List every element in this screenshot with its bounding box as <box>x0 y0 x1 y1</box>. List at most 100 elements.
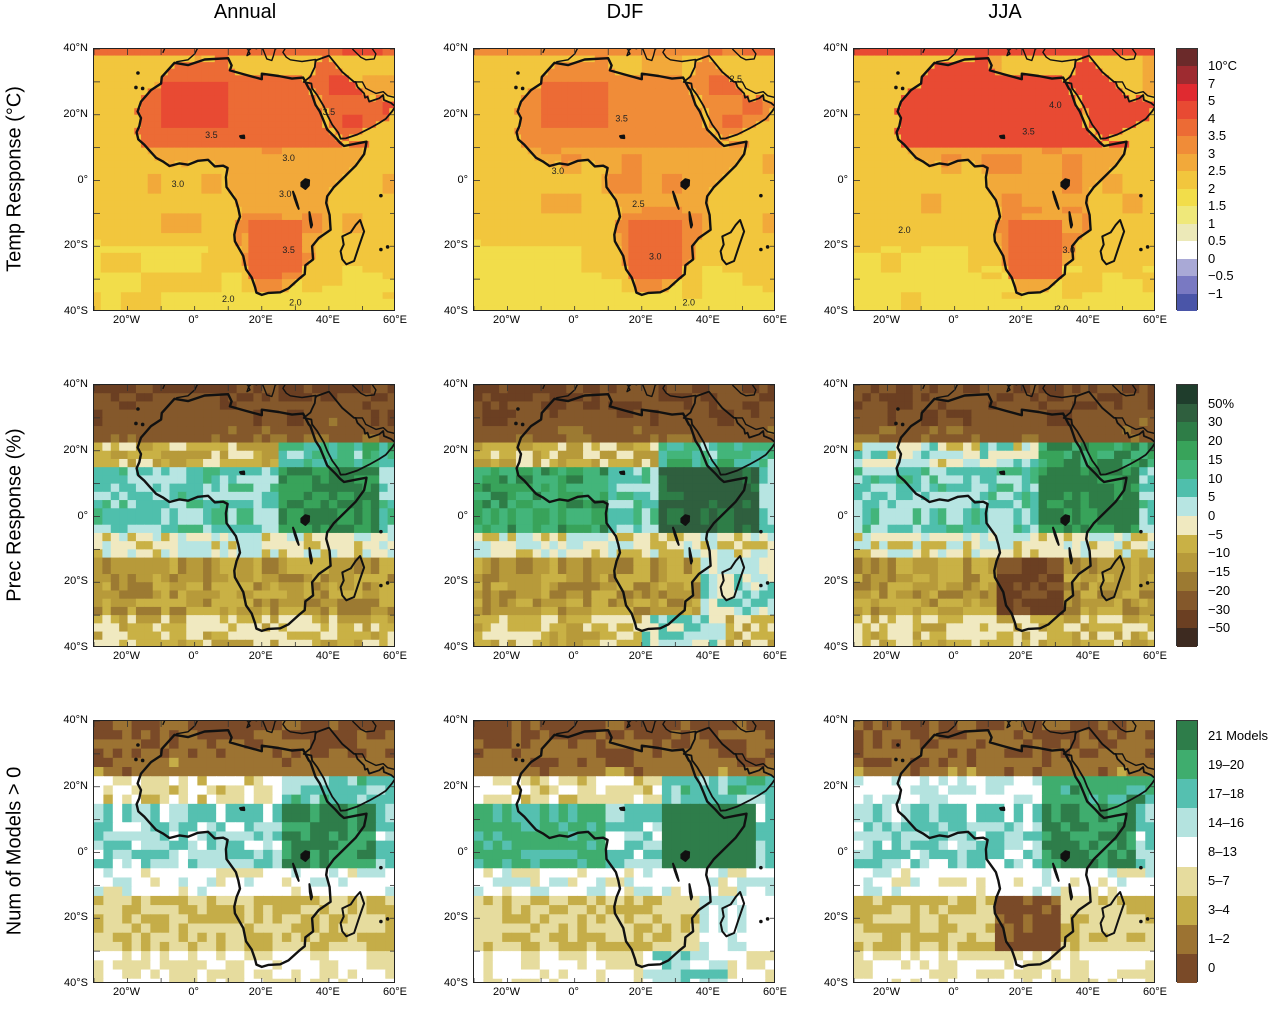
longitude-label: 40°E <box>315 986 340 998</box>
axis-ticks <box>474 385 774 646</box>
field-cells <box>474 721 774 982</box>
colorbar-swatch <box>1177 534 1197 554</box>
latitude-label: 0° <box>837 509 848 522</box>
latitude-label: 40°N <box>443 42 468 54</box>
longitude-label: 20°E <box>628 650 653 662</box>
longitude-label: 60°E <box>763 314 787 326</box>
colorbar-swatch <box>1177 153 1197 172</box>
colorbar-label: 3.5 <box>1208 128 1227 144</box>
colorbar-label: −50 <box>1208 620 1231 636</box>
colorbar-label: 1.5 <box>1208 198 1227 214</box>
colorbar-swatch <box>1177 553 1197 573</box>
longitude-label: 40°E <box>695 986 720 998</box>
longitude-label: 40°E <box>695 650 720 662</box>
colorbar-swatch <box>1177 572 1197 592</box>
colorbar-label: 8–13 <box>1208 844 1237 859</box>
latitude-label: 20°N <box>443 107 468 120</box>
temp-colorbar <box>1176 48 1198 312</box>
prec-field-annual <box>94 385 394 646</box>
latitude-label: 20°S <box>824 911 848 924</box>
latitude-label: 20°S <box>444 239 468 252</box>
latitude-label: 40°S <box>824 977 848 989</box>
models-field-jja <box>854 721 1154 982</box>
column-title-jja: JJA <box>988 1 1022 23</box>
colorbar-swatch <box>1177 385 1197 405</box>
latitude-label: 40°N <box>443 378 468 390</box>
colorbar-swatch <box>1177 478 1197 498</box>
contour-label: 3.0 <box>1062 245 1075 255</box>
contour-label: 2.0 <box>682 297 695 307</box>
latitude-label: 20°S <box>64 575 88 588</box>
latitude-label: 40°S <box>444 641 468 653</box>
latitude-label: 40°N <box>63 42 88 54</box>
latitude-label: 20°S <box>444 575 468 588</box>
longitude-label: 60°E <box>383 314 407 326</box>
axis-ticks <box>474 49 774 310</box>
latitude-label: 40°S <box>64 641 88 653</box>
colorbar-swatch <box>1177 497 1197 517</box>
field-cells <box>474 49 774 310</box>
models-field-djf <box>474 721 774 982</box>
contour-label: 2.0 <box>222 294 235 304</box>
latitude-label: 40°S <box>824 305 848 317</box>
longitude-label: 20°W <box>873 986 901 998</box>
longitude-label: 20°E <box>248 314 273 326</box>
coastlines <box>894 49 1154 297</box>
longitude-label: 0° <box>568 986 579 998</box>
colorbar-label: 5 <box>1208 489 1216 505</box>
latitude-label: 40°N <box>63 378 88 390</box>
contour-label: 2.0 <box>1056 304 1069 311</box>
latitude-label: 40°N <box>63 714 88 726</box>
field-cells <box>94 385 394 646</box>
latitude-label: 20°S <box>64 239 88 252</box>
coastlines <box>514 721 774 969</box>
contour-label: 3.0 <box>282 153 295 163</box>
longitude-label: 20°E <box>1008 986 1033 998</box>
field-cells <box>94 49 394 310</box>
field-cells <box>854 385 1154 646</box>
colorbar-label: 2 <box>1208 180 1216 196</box>
colorbar-label: −20 <box>1208 582 1231 598</box>
temp-field-djf: 3.5 3.0 2.5 3.0 2.0 2.5 <box>474 49 774 310</box>
colorbar-swatch <box>1177 808 1197 838</box>
colorbar-label: 10°C <box>1208 58 1238 74</box>
longitude-label: 20°E <box>1008 650 1033 662</box>
latitude-label: 0° <box>837 845 848 858</box>
contour-label: 4.0 <box>1049 100 1062 110</box>
colorbar-label: 17–18 <box>1208 785 1245 801</box>
latitude-label: 20°S <box>824 575 848 588</box>
longitude-label: 20°W <box>493 986 521 998</box>
latitude-label: 40°S <box>824 641 848 653</box>
colorbar-swatch <box>1177 171 1197 190</box>
longitude-label: 20°E <box>1008 314 1033 326</box>
longitude-label: 60°E <box>1143 650 1167 662</box>
latitude-label: 40°S <box>64 977 88 989</box>
latitude-label: 20°S <box>824 239 848 252</box>
colorbar-swatch <box>1177 924 1197 955</box>
contour-label: 2.0 <box>289 297 302 307</box>
latitude-label: 0° <box>77 509 88 522</box>
coastlines <box>134 49 394 297</box>
longitude-label: 40°E <box>1075 314 1100 326</box>
longitude-label: 20°E <box>628 986 653 998</box>
latitude-label: 20°N <box>823 443 848 456</box>
colorbar-label: 1 <box>1208 215 1216 231</box>
longitude-label: 0° <box>188 314 199 326</box>
latitude-label: 20°N <box>823 107 848 120</box>
colorbar-label: 2.5 <box>1208 163 1227 179</box>
prec-map-jja <box>853 384 1155 647</box>
latitude-label: 40°S <box>64 305 88 317</box>
longitude-label: 0° <box>188 650 199 662</box>
contour-label: 3.5 <box>323 107 336 117</box>
temp-map-djf: 3.5 3.0 2.5 3.0 2.0 2.5 <box>473 48 775 311</box>
field-cells <box>854 49 1154 310</box>
colorbar-label: 30 <box>1208 414 1223 430</box>
axis-ticks <box>854 721 1154 982</box>
colorbar-swatch <box>1177 276 1197 295</box>
prec-map-djf <box>473 384 775 647</box>
colorbar-swatch <box>1177 750 1197 780</box>
prec-colorbar <box>1176 384 1198 648</box>
colorbar-label: −10 <box>1208 545 1231 561</box>
models-map-djf <box>473 720 775 983</box>
longitude-label: 0° <box>188 986 199 998</box>
